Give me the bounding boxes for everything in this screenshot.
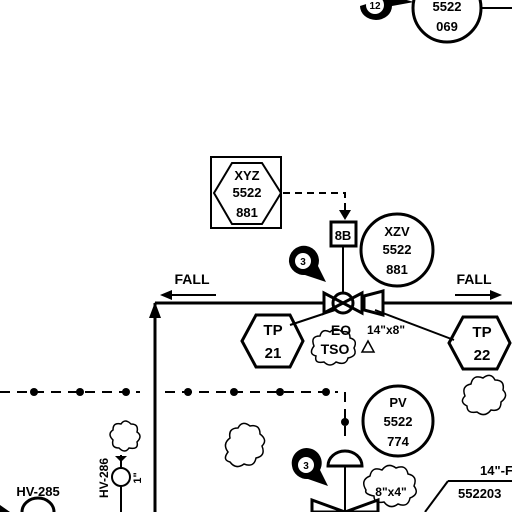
size-14x8-label: 14"x8" [367, 323, 405, 337]
box-8b: 8B [329, 220, 358, 248]
badge-3-upper-label: 3 [300, 257, 306, 268]
pv-line1: PV [389, 395, 407, 410]
badge-3-lower-label: 3 [303, 461, 309, 472]
interlock-xyz-5522-881: XYZ 5522 881 [210, 156, 283, 229]
badge-12-label: 12 [369, 1, 381, 12]
xzv-line3: 881 [386, 262, 408, 277]
tp21-line1: TP [263, 322, 282, 339]
xyz-line2: 5522 [233, 185, 262, 200]
revision-cloud-center [224, 422, 266, 468]
leader-tp21 [289, 309, 336, 326]
one-inch-label: 1" [132, 472, 144, 483]
tp22-line2: 22 [474, 347, 491, 364]
fall-right-label: FALL [457, 271, 492, 287]
hex-tp22: TP 22 [447, 315, 512, 371]
pv-actuator [310, 449, 380, 512]
pv-line3: 774 [387, 434, 409, 449]
xzv-line1: XZV [384, 224, 410, 239]
bubble-top-line2: 069 [436, 19, 458, 34]
line-552203-label: 552203 [458, 486, 501, 501]
tp21-line2: 21 [265, 345, 282, 362]
pv-line2: 5522 [384, 414, 413, 429]
tso-cloud: TSO [310, 328, 357, 366]
tag-bubble-xzv-5522-881: XZV 5522 881 [359, 212, 435, 288]
badge-3-lower: 3 [291, 448, 328, 486]
signal-line-dotted [0, 388, 349, 440]
tso-label: TSO [321, 341, 350, 357]
line-tag-552203: 14"-F 552203 [424, 463, 512, 512]
hv285-label: HV-285 [16, 484, 59, 499]
xzv-line2: 5522 [383, 242, 412, 257]
hex-tp21: TP 21 [240, 313, 305, 369]
fall-indicator-left: FALL [160, 271, 216, 300]
tag-bubble-pv-5522-774: PV 5522 774 [361, 384, 435, 458]
vertical-arrowhead [149, 302, 161, 318]
xyz-line1: XYZ [234, 168, 259, 183]
valve-hv-286: HV-286 1" [97, 420, 144, 512]
fall-left-label: FALL [175, 271, 210, 287]
bubble-top-line1: 5522 [433, 0, 462, 14]
badge-3-upper: 3 [288, 245, 326, 282]
valve-hv-285: HV-285 [0, 484, 60, 512]
tp22-line1: TP [472, 324, 491, 341]
line-14-label: 14"-F [480, 463, 512, 478]
revision-cloud-right [461, 374, 507, 416]
eo-label: EO [331, 322, 351, 338]
tag-bubble-5522-069: 5522 069 [411, 0, 512, 44]
signal-line-xyz-to-8b [283, 192, 346, 210]
box-8b-label: 8B [335, 228, 352, 243]
hv286-label: HV-286 [97, 458, 111, 498]
control-valve-xzv [322, 289, 385, 317]
size-8x4-label: 8"x4" [375, 485, 406, 499]
leader-tp22 [374, 309, 455, 341]
fall-indicator-right: FALL [455, 271, 502, 300]
size-8x4-cloud: 8"x4" [363, 464, 417, 508]
badge-12: 12 [360, 0, 414, 20]
delta-marker [360, 339, 376, 353]
signal-arrowhead [339, 210, 351, 220]
xyz-line3: 881 [236, 205, 258, 220]
